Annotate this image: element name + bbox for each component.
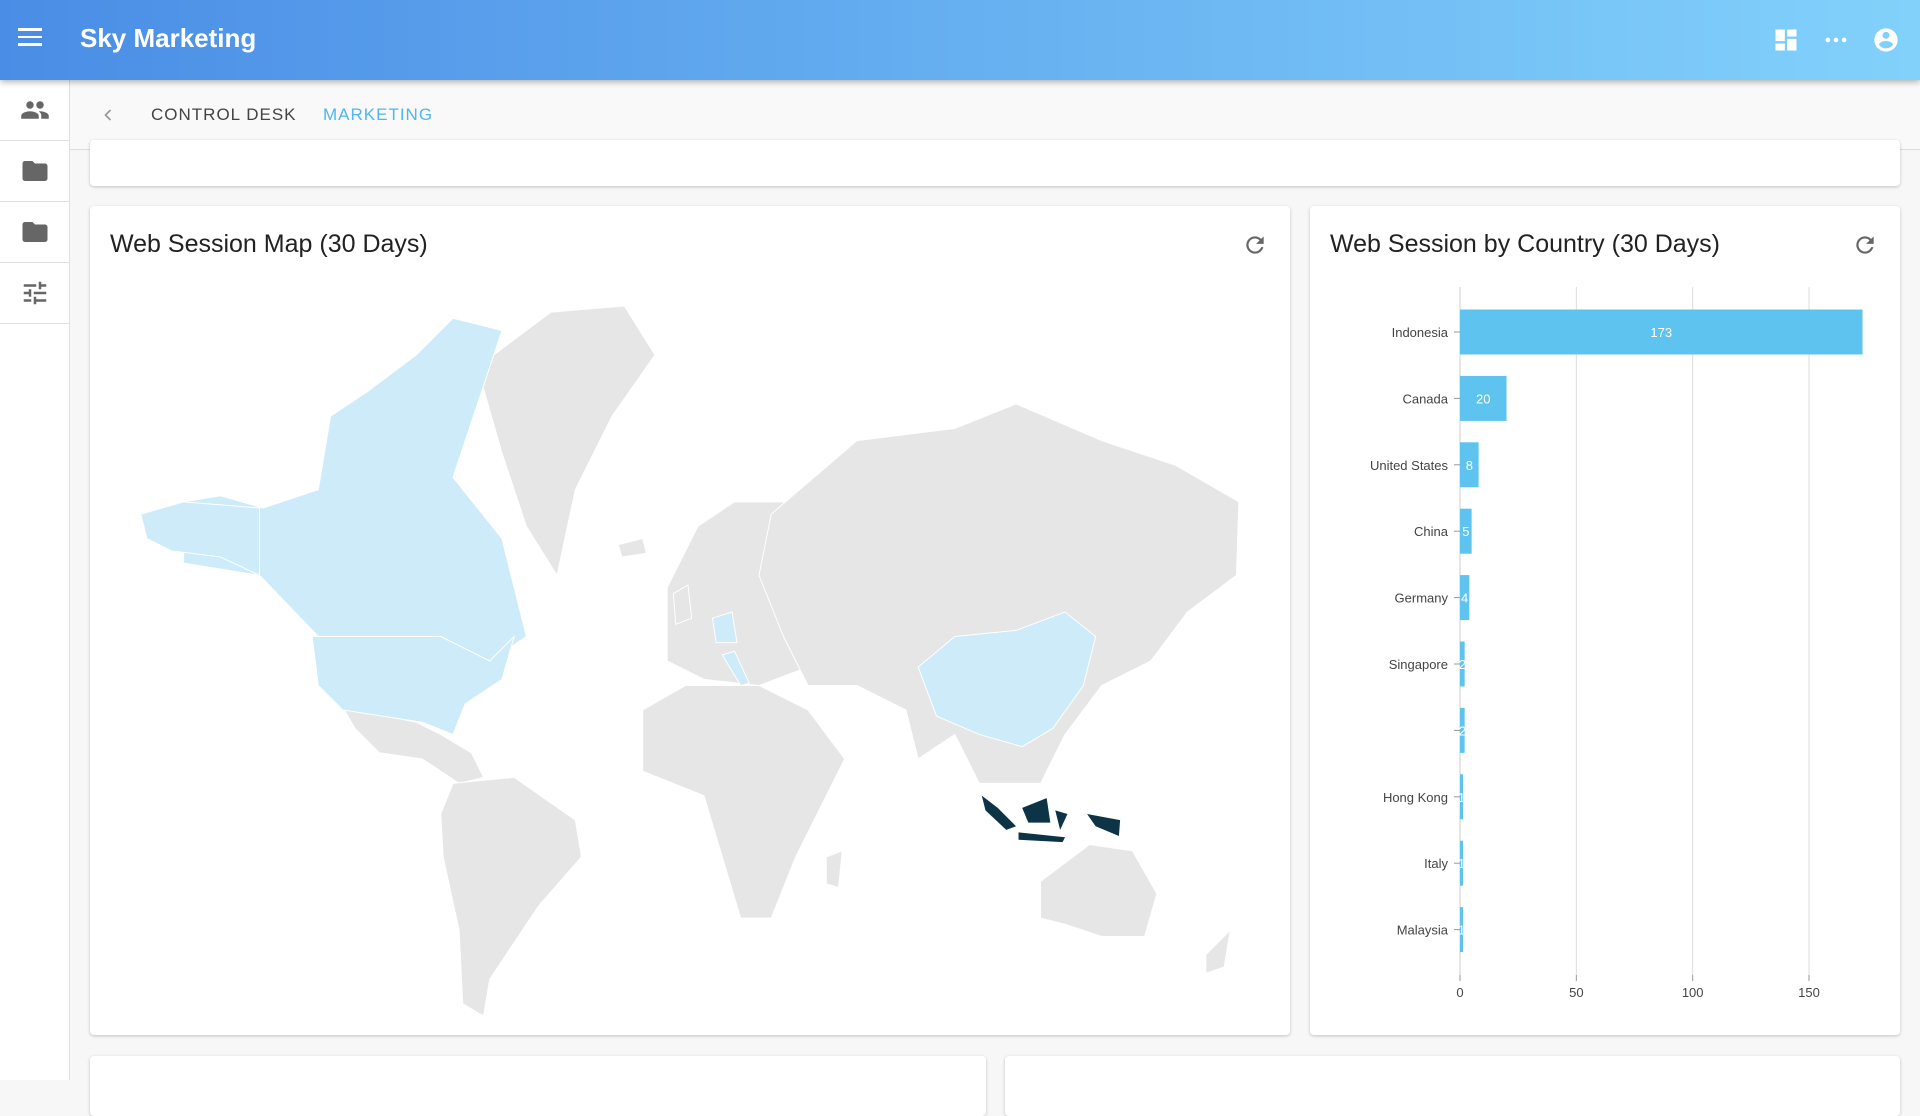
bar-singapore [1460,641,1465,687]
bar-canada [1460,375,1507,421]
bar-value-label: 1 [1458,923,1465,938]
map-united-states [311,634,516,736]
y-tick-label: Canada [1402,391,1448,406]
y-tick-label: Singapore [1389,657,1448,672]
bar-malaysia [1460,907,1463,953]
bar-united-states [1460,442,1479,488]
bar-value-label: 5 [1462,524,1469,539]
map-china [917,611,1097,748]
map-africa [642,684,846,919]
bar-hong-kong [1460,774,1463,820]
y-tick-label: Malaysia [1397,923,1449,938]
account-circle-icon[interactable] [1872,26,1900,54]
sidebar [0,80,70,1080]
y-tick-label: Italy [1424,856,1448,871]
tab-control-desk[interactable]: CONTROL DESK [151,105,297,124]
bar-value-label: 1 [1458,790,1465,805]
bar-value-label: 8 [1466,458,1473,473]
map-indonesia [981,795,1121,843]
map-alaska [140,501,261,577]
sidebar-item-folder-2[interactable] [0,202,69,263]
bottom-left-card [90,1056,986,1116]
sidebar-item-tune[interactable] [0,263,69,324]
bar-card: Web Session by Country (30 Days) 0 50 100 1… [1310,206,1900,1035]
map-canada [183,317,527,662]
top-card [90,140,1900,186]
bar-unlabeled [1460,707,1465,753]
map-germany [711,611,738,644]
dashboard-icon[interactable] [1772,26,1800,54]
chevron-left-icon[interactable] [98,105,118,125]
bar-indonesia [1460,309,1863,355]
tune-icon [23,281,46,305]
menu-icon[interactable] [18,28,42,46]
map-iceland [617,537,647,558]
map-new-zealand [1205,928,1232,974]
x-tick-label: 0 [1456,985,1463,1000]
bar-china [1460,508,1472,554]
y-tick-label: China [1414,524,1449,539]
x-tick-label: 100 [1682,985,1704,1000]
map-card-title: Web Session Map (30 Days) [110,230,428,258]
sidebar-item-folder-1[interactable] [0,141,69,202]
map-australia [1040,844,1158,937]
y-tick-label: United States [1370,458,1449,473]
bar-value-label: 20 [1476,391,1490,406]
app-header: Sky Marketing [0,0,1920,80]
bar-value-label: 2 [1459,657,1466,672]
bar-value-label: 2 [1459,723,1466,738]
map-asia [758,403,1239,784]
folder-icon [22,161,47,181]
bar-value-label: 4 [1461,591,1468,606]
app-title: Sky Marketing [80,23,257,53]
map-south-america [440,776,583,1016]
folder-icon [22,222,47,242]
sidebar-item-people[interactable] [0,80,69,141]
x-tick-label: 150 [1798,985,1820,1000]
map-card: Web Session Map (30 Days) [90,206,1290,1035]
people-icon [20,101,49,119]
map-madagascar [825,849,843,889]
map-greenland [476,306,656,577]
bar-value-label: 173 [1650,325,1672,340]
world-map [140,306,1239,1016]
bottom-right-card [1005,1056,1900,1116]
tab-bar: CONTROL DESK MARKETING [70,80,1920,150]
y-tick-label: Hong Kong [1383,790,1448,805]
y-tick-label: Indonesia [1392,325,1449,340]
bar-germany [1460,575,1470,621]
y-tick-label: Germany [1395,591,1449,606]
country-bar-chart: 0 50 100 150 Indonesia 173 Canada 20 United Stat… [1370,287,1863,1000]
more-horiz-icon[interactable] [1822,26,1850,54]
bar-value-label: 1 [1458,856,1465,871]
bar-card-title: Web Session by Country (30 Days) [1330,230,1720,258]
map-mexico-central-america [341,706,485,784]
refresh-icon[interactable] [1242,232,1268,258]
bar-italy [1460,840,1463,886]
x-tick-label: 50 [1569,985,1583,1000]
map-uk [672,584,693,625]
map-italy [721,650,750,687]
